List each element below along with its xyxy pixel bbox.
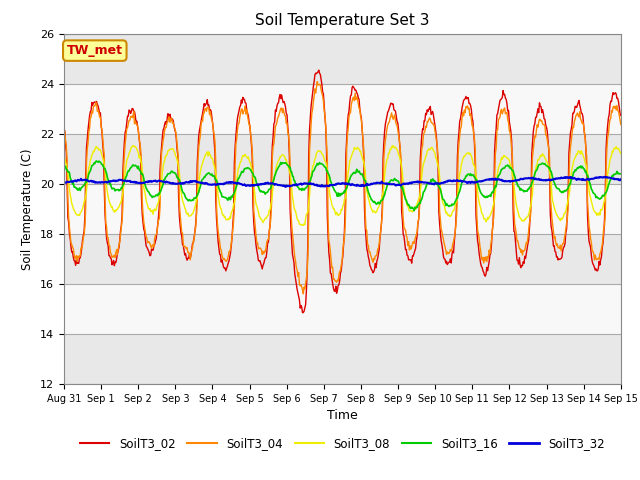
Title: Soil Temperature Set 3: Soil Temperature Set 3 bbox=[255, 13, 429, 28]
SoilT3_16 bbox=[185, 198, 193, 204]
SoilT3_32 bbox=[184, 180, 192, 185]
SoilT3_02 bbox=[315, 67, 323, 73]
SoilT3_08 bbox=[184, 210, 192, 216]
Line: SoilT3_04: SoilT3_04 bbox=[64, 82, 621, 294]
Line: SoilT3_32: SoilT3_32 bbox=[64, 177, 621, 187]
SoilT3_32 bbox=[70, 178, 78, 184]
Bar bbox=[64, 234, 621, 284]
SoilT3_02 bbox=[60, 128, 68, 133]
X-axis label: Time: Time bbox=[327, 409, 358, 422]
SoilT3_02 bbox=[127, 108, 135, 114]
SoilT3_04 bbox=[314, 79, 321, 84]
SoilT3_08 bbox=[127, 144, 135, 150]
Legend: SoilT3_02, SoilT3_04, SoilT3_08, SoilT3_16, SoilT3_32: SoilT3_02, SoilT3_04, SoilT3_08, SoilT3_… bbox=[75, 433, 610, 455]
SoilT3_02 bbox=[184, 255, 192, 261]
SoilT3_02 bbox=[428, 110, 436, 116]
Bar bbox=[64, 34, 621, 84]
Bar bbox=[64, 134, 621, 184]
SoilT3_32 bbox=[411, 180, 419, 185]
SoilT3_16 bbox=[428, 178, 436, 184]
SoilT3_02 bbox=[299, 310, 307, 315]
SoilT3_16 bbox=[410, 208, 418, 214]
SoilT3_02 bbox=[214, 228, 221, 234]
SoilT3_32 bbox=[214, 181, 221, 187]
SoilT3_16 bbox=[214, 182, 222, 188]
SoilT3_08 bbox=[70, 207, 78, 213]
SoilT3_04 bbox=[428, 120, 436, 126]
SoilT3_04 bbox=[70, 251, 78, 257]
SoilT3_04 bbox=[214, 219, 221, 225]
SoilT3_16 bbox=[60, 164, 68, 169]
Y-axis label: Soil Temperature (C): Soil Temperature (C) bbox=[22, 148, 35, 270]
SoilT3_16 bbox=[617, 171, 625, 177]
SoilT3_08 bbox=[617, 151, 625, 156]
Bar bbox=[64, 334, 621, 384]
SoilT3_04 bbox=[127, 114, 135, 120]
SoilT3_04 bbox=[617, 121, 625, 127]
SoilT3_08 bbox=[214, 183, 221, 189]
SoilT3_16 bbox=[412, 205, 419, 211]
SoilT3_08 bbox=[60, 154, 68, 160]
Bar bbox=[64, 284, 621, 334]
SoilT3_32 bbox=[127, 179, 135, 184]
SoilT3_08 bbox=[300, 223, 307, 228]
SoilT3_16 bbox=[93, 158, 100, 164]
Text: TW_met: TW_met bbox=[67, 44, 123, 57]
SoilT3_04 bbox=[60, 125, 68, 131]
Line: SoilT3_08: SoilT3_08 bbox=[64, 145, 621, 226]
SoilT3_08 bbox=[428, 144, 436, 150]
SoilT3_16 bbox=[128, 163, 136, 169]
SoilT3_04 bbox=[412, 234, 419, 240]
SoilT3_02 bbox=[617, 112, 625, 118]
SoilT3_02 bbox=[412, 246, 419, 252]
SoilT3_04 bbox=[184, 250, 192, 256]
SoilT3_32 bbox=[601, 174, 609, 180]
Line: SoilT3_16: SoilT3_16 bbox=[64, 161, 621, 211]
Bar bbox=[64, 84, 621, 134]
Line: SoilT3_02: SoilT3_02 bbox=[64, 70, 621, 312]
SoilT3_32 bbox=[60, 180, 68, 185]
SoilT3_04 bbox=[300, 291, 307, 297]
Bar bbox=[64, 184, 621, 234]
SoilT3_32 bbox=[428, 181, 435, 187]
SoilT3_08 bbox=[389, 143, 397, 148]
SoilT3_32 bbox=[282, 184, 289, 190]
SoilT3_32 bbox=[617, 177, 625, 182]
SoilT3_08 bbox=[412, 206, 419, 212]
SoilT3_02 bbox=[70, 258, 78, 264]
SoilT3_16 bbox=[70, 184, 78, 190]
